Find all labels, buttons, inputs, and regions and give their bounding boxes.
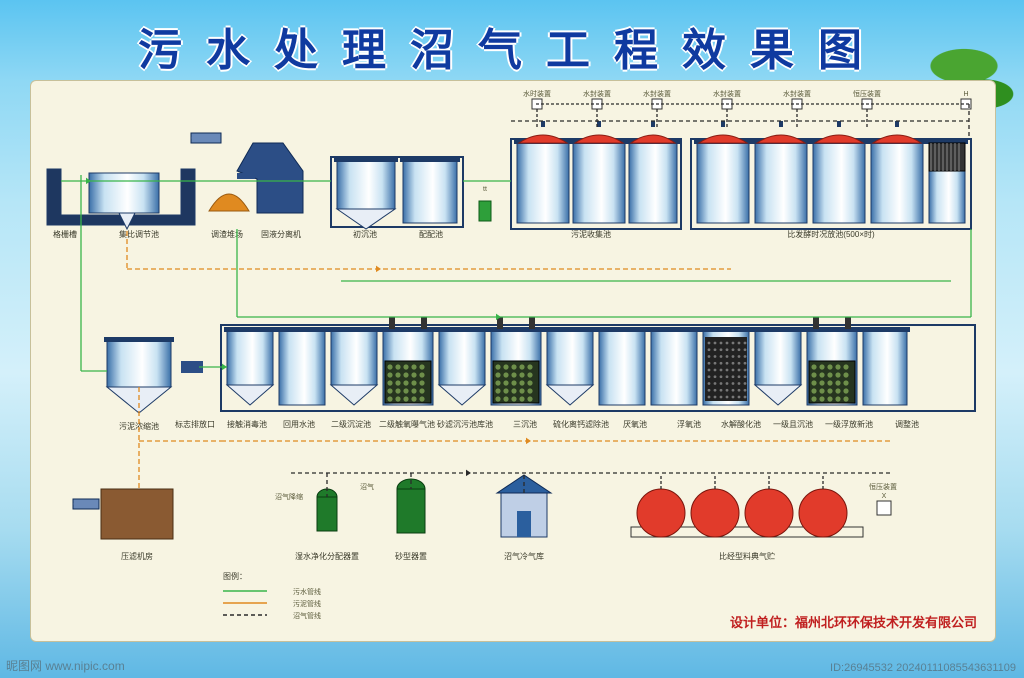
svg-text:回用水池: 回用水池 [283, 419, 315, 429]
svg-text:硫化离钙滤除池: 硫化离钙滤除池 [553, 419, 609, 429]
svg-text:压滤机房: 压滤机房 [121, 551, 153, 561]
svg-text:配配池: 配配池 [419, 229, 443, 239]
svg-text:砂滤沉污池库池: 砂滤沉污池库池 [437, 419, 493, 429]
svg-text:污泥管线: 污泥管线 [293, 599, 321, 608]
svg-text:固液分离机: 固液分离机 [261, 229, 301, 239]
svg-text:X: X [882, 493, 887, 500]
svg-text:水封装置: 水封装置 [713, 89, 741, 98]
frame: 污水处理沼气工程效果图 格栅槽 集比调节池 调渣堆场 固液分离机 初沉池 配配池 tt 污泥收… [0, 0, 1024, 678]
svg-text:一级浮放新池: 一级浮放新池 [825, 419, 873, 429]
image-id: ID:26945532 20240111085543631109 [830, 662, 1016, 674]
svg-text:厌氧池: 厌氧池 [623, 419, 647, 429]
watermark: 昵图网 www.nipic.com [6, 657, 125, 674]
svg-text:污泥收集池: 污泥收集池 [571, 229, 611, 239]
diagram-panel: 格栅槽 集比调节池 调渣堆场 固液分离机 初沉池 配配池 tt 污泥收集池 比发酵时况放池(50… [30, 80, 996, 642]
svg-text:恒压装置: 恒压装置 [869, 482, 897, 491]
svg-text:水时装置: 水时装置 [523, 89, 551, 98]
svg-text:浮氧池: 浮氧池 [677, 419, 701, 429]
svg-text:二级沉淀池: 二级沉淀池 [331, 419, 371, 429]
svg-text:恒压装置: 恒压装置 [853, 89, 881, 98]
svg-text:接触消毒池: 接触消毒池 [227, 419, 267, 429]
svg-text:tt: tt [483, 186, 487, 193]
svg-text:水解酸化池: 水解酸化池 [721, 419, 761, 429]
svg-text:标志排放口: 标志排放口 [175, 419, 215, 429]
svg-text:沼气降缩: 沼气降缩 [275, 492, 303, 501]
designer-credit: 设计单位：福州北环环保技术开发有限公司 [730, 612, 977, 631]
svg-text:二级触氧曝气池: 二级触氧曝气池 [379, 419, 435, 429]
svg-text:水封装置: 水封装置 [643, 89, 671, 98]
svg-text:水封装置: 水封装置 [583, 89, 611, 98]
svg-text:格栅槽: 格栅槽 [53, 229, 77, 239]
svg-text:沼气管线: 沼气管线 [293, 611, 321, 620]
svg-text:比发酵时况放池(500×时): 比发酵时况放池(500×时) [787, 229, 875, 239]
svg-text:比经型料典气贮: 比经型料典气贮 [719, 551, 775, 561]
svg-text:初沉池: 初沉池 [353, 229, 377, 239]
svg-text:湿水净化分配器置: 湿水净化分配器置 [295, 551, 359, 561]
svg-text:调整池: 调整池 [895, 419, 919, 429]
diagram-svg: 格栅槽 集比调节池 调渣堆场 固液分离机 初沉池 配配池 tt 污泥收集池 比发酵时况放池(50… [31, 81, 995, 641]
svg-text:图例：: 图例： [223, 571, 247, 581]
svg-text:三沉池: 三沉池 [513, 419, 537, 429]
svg-text:调渣堆场: 调渣堆场 [211, 229, 243, 239]
svg-text:一级且沉池: 一级且沉池 [773, 419, 813, 429]
svg-text:砂型器置: 砂型器置 [395, 551, 427, 561]
svg-text:水封装置: 水封装置 [783, 89, 811, 98]
page-title: 污水处理沼气工程效果图 [0, 14, 1024, 78]
svg-text:沼气: 沼气 [360, 482, 374, 491]
svg-text:集比调节池: 集比调节池 [119, 229, 159, 239]
svg-text:沼气冷气库: 沼气冷气库 [504, 551, 544, 561]
svg-text:H: H [963, 91, 968, 98]
svg-text:污水管线: 污水管线 [293, 587, 321, 596]
